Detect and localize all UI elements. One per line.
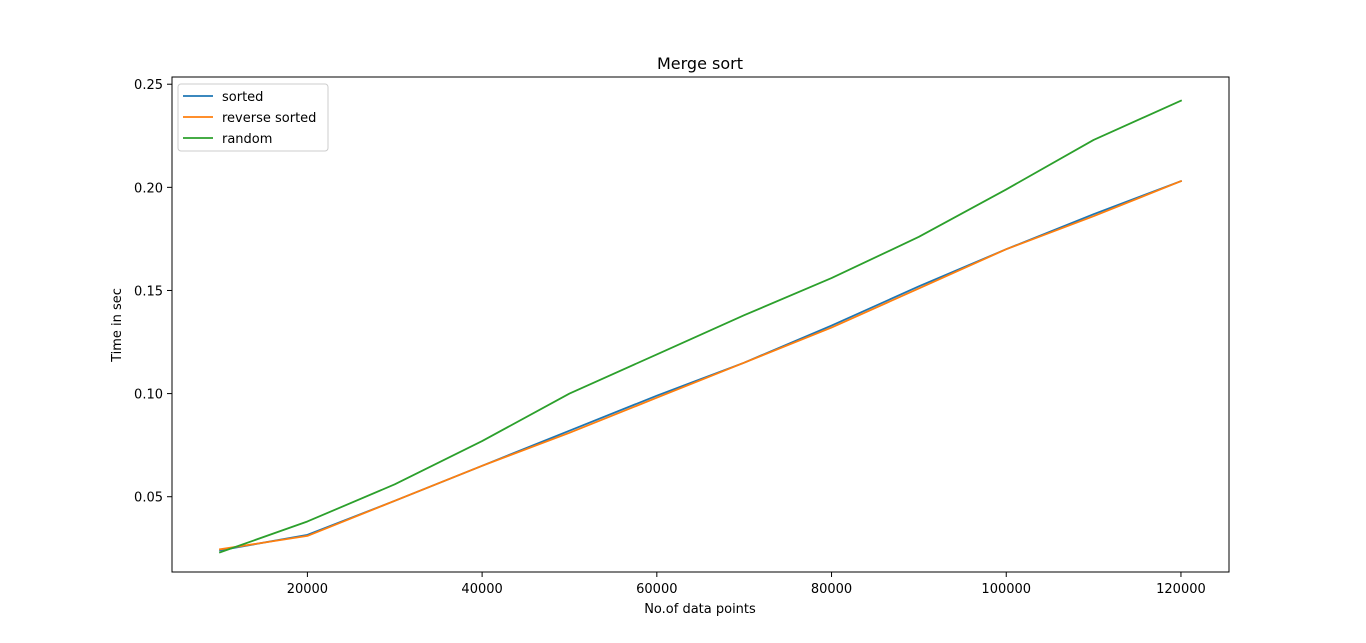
legend-label-random: random	[222, 132, 272, 147]
series-line-reverse-sorted	[219, 179, 1183, 551]
x-tick-label: 80000	[811, 582, 852, 597]
legend-items: sorted reverse sorted random	[183, 90, 316, 147]
series-layer	[218, 99, 1183, 554]
y-tick-label: 0.10	[134, 388, 163, 403]
y-tick-label: 0.05	[134, 491, 163, 506]
legend: sorted reverse sorted random	[177, 83, 329, 152]
legend-label-sorted: sorted	[222, 90, 263, 105]
x-tick-label: 40000	[461, 582, 502, 597]
y-axis-label: Time in sec	[110, 288, 125, 363]
x-tick-label: 100000	[981, 582, 1031, 597]
y-tick-label: 0.25	[134, 78, 163, 93]
legend-label-reverse-sorted: reverse sorted	[222, 111, 316, 126]
x-axis-ticks: 20000 40000 60000 80000 100000 120000	[287, 572, 1206, 597]
y-axis-ticks: 0.05 0.10 0.15 0.20 0.25	[134, 78, 172, 506]
chart-title: Merge sort	[657, 54, 743, 73]
x-tick-label: 20000	[287, 582, 328, 597]
x-tick-label: 60000	[636, 582, 677, 597]
legend-frame	[177, 83, 329, 152]
x-axis-label: No.of data points	[644, 602, 756, 617]
y-tick-label: 0.20	[134, 181, 163, 196]
plot-frame	[171, 76, 1230, 573]
y-tick-label: 0.15	[134, 284, 163, 299]
x-tick-label: 120000	[1156, 582, 1206, 597]
plot-background	[172, 77, 1229, 572]
series-line-random	[218, 99, 1183, 554]
plot-area	[171, 76, 1230, 573]
